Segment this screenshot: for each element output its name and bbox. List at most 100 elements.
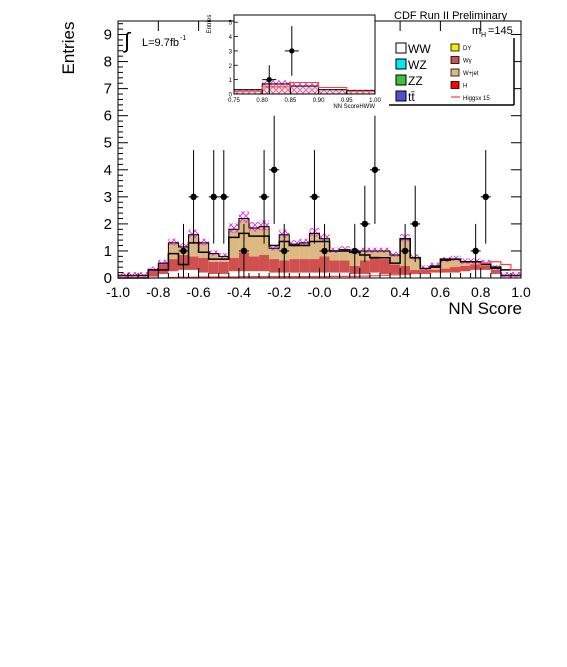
mass-label-value: =145 [488,25,513,37]
stack-bar [148,269,159,277]
stack-bar [299,259,310,273]
legend-label: WZ [408,58,427,72]
stack-bar [440,272,451,278]
stack-bar [450,267,461,273]
x-tick-label: 0.6 [431,284,451,300]
data-point [401,247,409,255]
inset-y-tick-label: 1 [229,78,233,84]
stack-bar [309,259,320,273]
stack-bar [410,269,421,274]
data-point [190,193,197,201]
y-tick-label: 5 [104,135,112,152]
x-tick-label: -0.6 [187,284,211,300]
x-tick-label: -0.2 [267,284,291,300]
y-axis-title: Entries [59,22,78,75]
y-tick-label: 8 [104,54,112,71]
stack-bar [269,248,280,260]
integral-sign: ∫ [122,28,132,53]
legend-swatch [395,42,407,54]
stack-bar [339,249,350,261]
luminosity-exponent: -1 [180,35,186,42]
inset-data-point [289,48,295,54]
stack-bar [299,242,310,260]
stack-bar [390,264,401,274]
legend-swatch [450,43,460,52]
stack-bar [269,259,280,273]
inset-uncertainty-band [346,89,375,94]
data-point [412,220,419,228]
x-axis-title: NN Score [448,299,522,318]
stack-bar [198,242,209,258]
stack-bar [218,261,229,274]
stack-bar [510,276,521,278]
background-histogram-line [118,232,521,279]
stack-bar [379,273,391,278]
legend-label: tt̄ [408,90,415,104]
stack-bar [359,260,370,274]
stack-bar [148,276,159,278]
uncertainty-band [289,240,300,247]
data-point [270,166,278,173]
stack-bar [188,269,199,278]
stack-bar [369,250,380,257]
stack-bar [248,271,260,278]
main-plot-area: 0 1 2 3 4 5 6 7 8 9 -1.0 -0.8 -0.6 -0.4 -0.2 -0.0 0.2 0.4… [104,20,531,300]
stack-bar [379,250,391,260]
legend-swatch [395,58,407,70]
stack-bar [309,272,320,278]
x-tick-label: -0.8 [146,284,170,300]
data-point [311,193,318,201]
uncertainty-band [238,211,249,223]
stack-bar [490,273,501,278]
legend-label: W+jet [463,71,479,77]
stack-bar [289,272,300,278]
stack-bar [188,256,199,270]
legend: WW WZ ZZ tt̄ DY Wγ W+jet H Higgsx 15 [389,38,515,106]
inset-background-bar [261,83,291,95]
stack-bar [500,276,511,278]
uncertainty-band [208,250,219,256]
uncertainty-band [339,246,350,252]
stack-bar [369,256,380,273]
mass-label-symbol: m [472,25,481,37]
stack-bar [450,259,461,268]
stack-bar [339,260,350,273]
data-point [482,193,489,201]
uncertainty-band [118,272,149,278]
stack-bar [329,260,340,273]
stack-bar [309,233,320,260]
stack-bar [299,272,310,278]
inset-y-tick-label: 4 [229,35,233,41]
mass-label-subscript: H [481,32,486,39]
legend-label: WW [408,42,431,56]
stack-bar [248,256,260,272]
inset-x-axis-title: NN ScoreHWW [333,104,375,110]
uncertainty-band [390,251,401,257]
stack-bar [289,259,300,273]
stack-bar [208,261,219,274]
uncertainty-band [198,238,209,246]
data-point [361,220,369,228]
y-tick-label: 3 [104,189,112,206]
stack-bar [390,255,401,265]
uncertainty-band [158,259,169,266]
inset-x-tick-label: 0.80 [256,98,268,104]
stack-bar [460,271,471,278]
stack-bar [460,265,471,272]
inset-x-tick-label: 0.75 [228,98,240,104]
stack-bar [329,272,340,278]
stack-bar [339,272,350,278]
stack-bar [248,227,260,257]
inset-uncertainty-band [290,83,319,94]
stack-bar [329,250,340,261]
data-point [240,247,248,255]
uncertainty-band [269,244,280,251]
y-tick-label: 6 [104,108,112,125]
uncertainty-band [369,247,380,253]
inset-background-bar [233,89,263,95]
inset-x-tick-label: 0.95 [341,98,353,104]
stack-bar [410,273,421,278]
stack-bar [410,257,421,270]
stack-bar [208,273,219,278]
data-point [260,193,268,201]
